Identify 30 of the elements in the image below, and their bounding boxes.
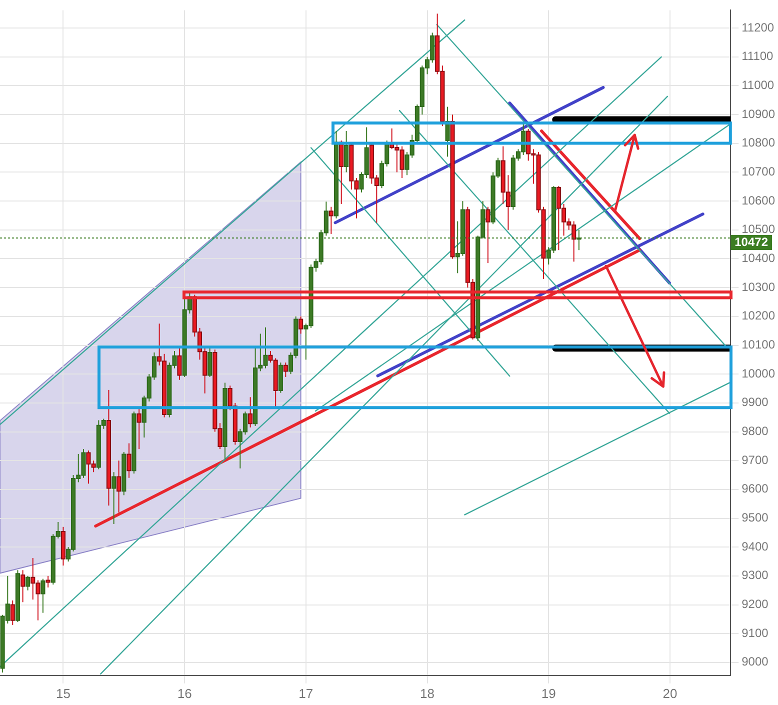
x-tick-label: 17 <box>298 686 314 701</box>
y-tick-label: 10300 <box>742 280 776 294</box>
x-tick-label: 18 <box>420 686 434 701</box>
y-tick-label: 10100 <box>742 338 776 352</box>
y-tick-label: 11000 <box>742 78 774 92</box>
y-tick-label: 10000 <box>742 366 776 380</box>
y-tick-label: 10800 <box>742 136 776 150</box>
y-tick-label: 9600 <box>742 482 769 496</box>
y-tick-label: 9700 <box>742 452 769 467</box>
x-tick-label: 16 <box>177 686 192 701</box>
y-tick-label: 10500 <box>742 222 776 236</box>
y-tick-label: 9000 <box>742 654 769 669</box>
y-tick-label: 10700 <box>742 164 776 179</box>
y-tick-label: 11200 <box>742 20 774 34</box>
y-tick-label: 10400 <box>742 251 776 266</box>
y-tick-label: 9500 <box>742 510 769 525</box>
y-tick-label: 9300 <box>742 568 769 582</box>
y-tick-label: 9900 <box>742 395 769 410</box>
x-tick-label: 19 <box>541 686 556 701</box>
y-tick-label: 9400 <box>742 539 769 554</box>
y-tick-label: 9200 <box>742 597 769 612</box>
y-tick-label: 11100 <box>742 49 774 64</box>
y-tick-label: 9800 <box>742 424 769 438</box>
y-tick-label: 10200 <box>742 308 776 323</box>
y-tick-label: 10600 <box>742 193 776 208</box>
y-tick-label: 10900 <box>742 106 776 121</box>
x-tick-label: 15 <box>56 686 70 701</box>
ref-line-label: 10472 <box>734 234 768 249</box>
y-tick-label: 9100 <box>742 626 769 640</box>
x-tick-label: 20 <box>662 686 678 701</box>
